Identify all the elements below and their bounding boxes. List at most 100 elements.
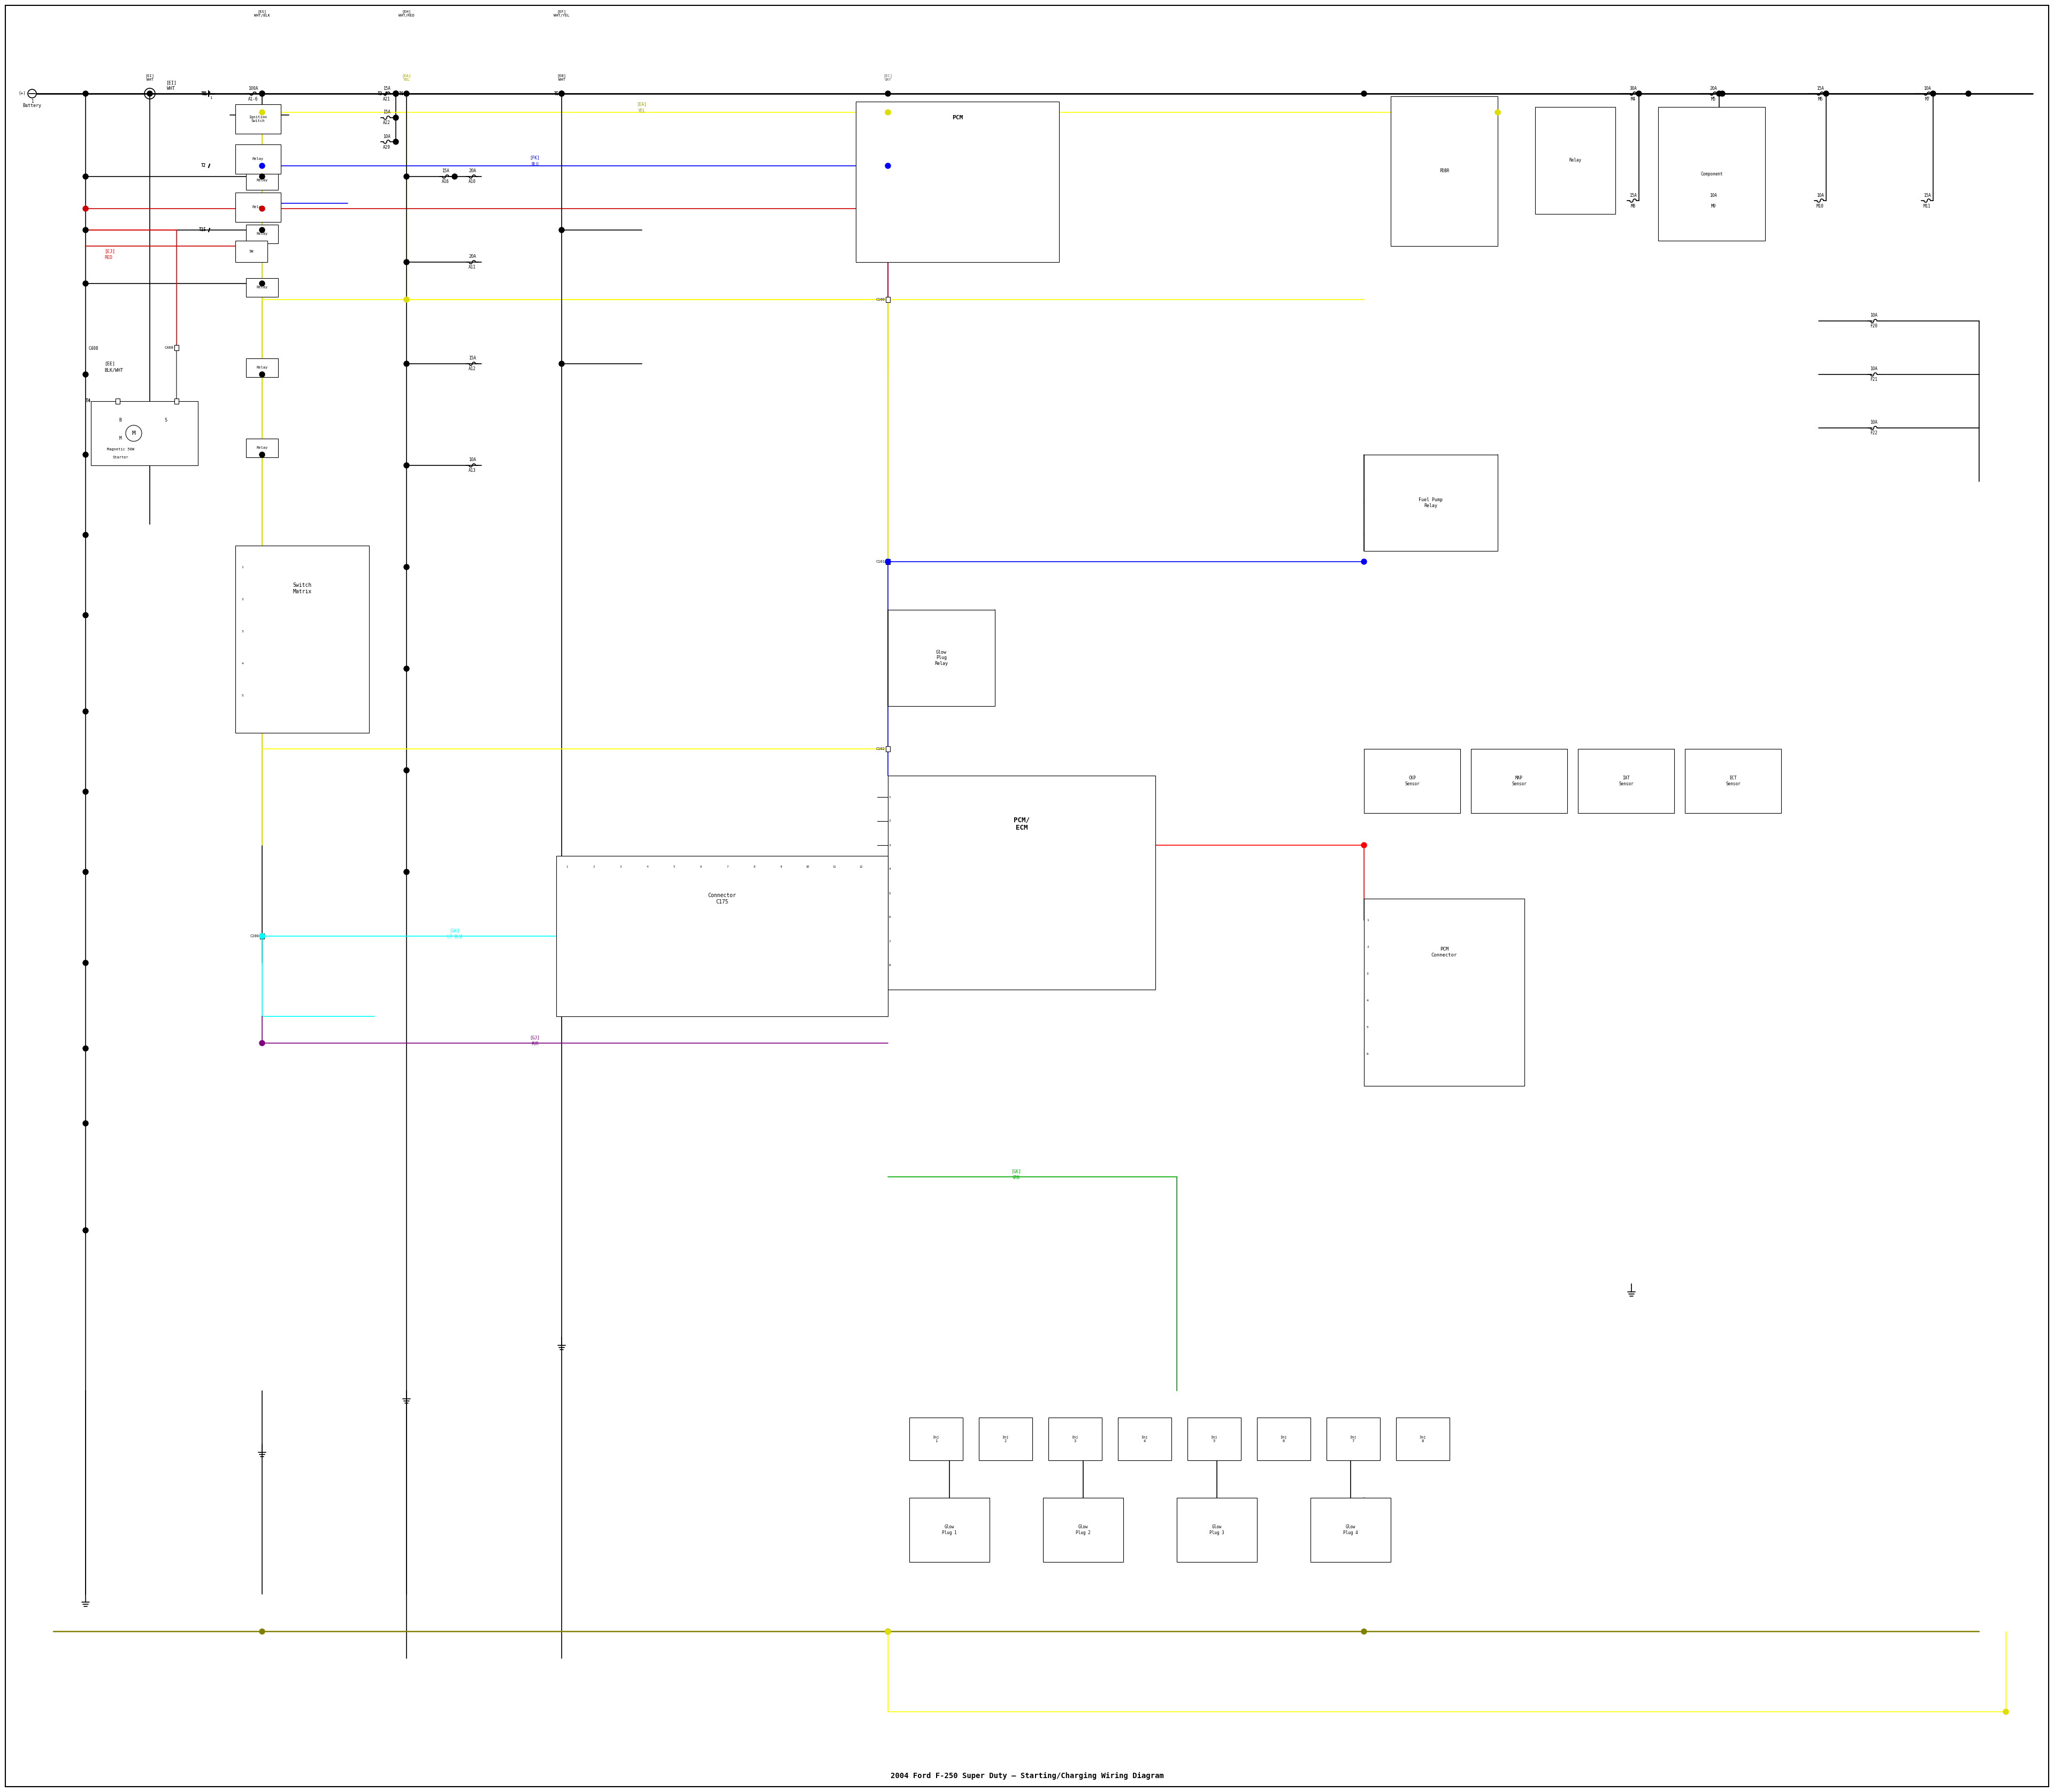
Text: 30A: 30A — [1629, 86, 1637, 91]
Text: [EG]
WHT/BLK: [EG] WHT/BLK — [255, 9, 269, 18]
Text: F21: F21 — [1869, 378, 1877, 382]
Text: 10A: 10A — [1816, 194, 1824, 197]
Text: Component: Component — [1701, 172, 1723, 176]
Text: [EF]
WHT/YEL: [EF] WHT/YEL — [555, 9, 569, 18]
Text: Fuel Pump
Relay: Fuel Pump Relay — [1419, 498, 1442, 507]
Circle shape — [405, 297, 409, 303]
Text: Inj
4: Inj 4 — [1142, 1435, 1148, 1443]
Bar — [236, 240, 267, 262]
Text: T5: T5 — [555, 91, 559, 97]
Text: 10A: 10A — [382, 134, 390, 138]
Text: C408: C408 — [164, 346, 175, 349]
Circle shape — [2003, 1710, 2009, 1715]
Text: (+): (+) — [18, 91, 25, 97]
Circle shape — [259, 281, 265, 287]
Bar — [261, 934, 265, 939]
Circle shape — [82, 206, 88, 211]
Text: BLK/WHT: BLK/WHT — [105, 367, 123, 373]
Text: 20A: 20A — [468, 254, 477, 260]
Circle shape — [259, 91, 265, 97]
Text: T15: T15 — [199, 228, 205, 233]
Bar — [1364, 898, 1524, 1086]
Text: Relay: Relay — [257, 287, 267, 289]
Text: B: B — [119, 418, 121, 423]
Circle shape — [82, 613, 88, 618]
Circle shape — [259, 206, 265, 211]
Circle shape — [82, 961, 88, 966]
Circle shape — [259, 109, 265, 115]
Text: Relay: Relay — [257, 233, 267, 235]
Circle shape — [259, 91, 265, 97]
Circle shape — [1495, 109, 1499, 115]
Text: 15A: 15A — [382, 86, 390, 91]
Text: T3: T3 — [378, 91, 382, 97]
Circle shape — [405, 667, 409, 672]
Text: Glow
Plug 3: Glow Plug 3 — [1210, 1525, 1224, 1536]
Text: 10A: 10A — [1869, 367, 1877, 371]
Bar — [885, 559, 889, 564]
Text: LT BLU: LT BLU — [448, 935, 462, 939]
Text: Relay: Relay — [253, 206, 263, 210]
Circle shape — [559, 360, 565, 366]
Circle shape — [259, 934, 265, 939]
Text: Glow
Plug
Relay: Glow Plug Relay — [935, 650, 949, 667]
Text: Inj
6: Inj 6 — [1280, 1435, 1288, 1443]
Text: 10: 10 — [805, 866, 809, 867]
Circle shape — [1362, 559, 1366, 564]
Text: 12: 12 — [859, 866, 863, 867]
Circle shape — [405, 462, 409, 468]
Circle shape — [82, 532, 88, 538]
Text: M8: M8 — [1631, 204, 1635, 208]
Text: Relay: Relay — [257, 366, 267, 369]
Text: ECT
Sensor: ECT Sensor — [1725, 776, 1740, 787]
Bar — [1577, 749, 1674, 814]
Circle shape — [392, 140, 398, 145]
Text: YEL: YEL — [639, 108, 645, 113]
Bar — [236, 545, 370, 733]
Bar — [1310, 1498, 1391, 1563]
Text: C101: C101 — [877, 561, 885, 563]
Text: PDBR: PDBR — [1440, 168, 1450, 174]
Text: 10A: 10A — [468, 457, 477, 462]
Text: 20A: 20A — [468, 168, 477, 174]
Circle shape — [82, 788, 88, 794]
Text: 10A: 10A — [1869, 419, 1877, 425]
Text: Battery: Battery — [23, 102, 41, 108]
Circle shape — [405, 767, 409, 772]
Text: Glow
Plug 2: Glow Plug 2 — [1076, 1525, 1091, 1536]
Circle shape — [82, 174, 88, 179]
Text: 20A: 20A — [1709, 86, 1717, 91]
Bar — [246, 278, 277, 297]
Text: C408: C408 — [88, 346, 99, 351]
Text: IAT
Sensor: IAT Sensor — [1619, 776, 1633, 787]
Bar — [236, 104, 281, 134]
Bar — [1397, 1417, 1450, 1460]
Circle shape — [392, 91, 398, 97]
Text: F22: F22 — [1869, 430, 1877, 435]
Text: Switch
Matrix: Switch Matrix — [294, 582, 312, 595]
Circle shape — [885, 91, 891, 97]
Text: C102: C102 — [877, 747, 885, 751]
Text: 11: 11 — [832, 866, 836, 867]
Bar — [1534, 108, 1614, 213]
Text: 10A: 10A — [1709, 194, 1717, 197]
Text: [GJ]: [GJ] — [530, 1036, 540, 1039]
Text: M9: M9 — [1711, 204, 1715, 208]
Text: M7: M7 — [1925, 97, 1929, 102]
Text: Relay: Relay — [257, 446, 267, 450]
Text: Inj
1: Inj 1 — [933, 1435, 939, 1443]
Text: CKP
Sensor: CKP Sensor — [1405, 776, 1419, 787]
Bar — [115, 398, 119, 403]
Text: M10: M10 — [1816, 204, 1824, 208]
Circle shape — [82, 228, 88, 233]
Text: C100: C100 — [877, 297, 885, 301]
Text: S: S — [164, 418, 166, 423]
Bar — [857, 102, 1060, 262]
Text: 15A: 15A — [1816, 86, 1824, 91]
Circle shape — [405, 91, 409, 97]
Bar — [1048, 1417, 1101, 1460]
Bar — [246, 358, 277, 376]
Text: A21: A21 — [382, 97, 390, 102]
Bar — [1658, 108, 1764, 240]
Text: BLU: BLU — [532, 161, 538, 167]
